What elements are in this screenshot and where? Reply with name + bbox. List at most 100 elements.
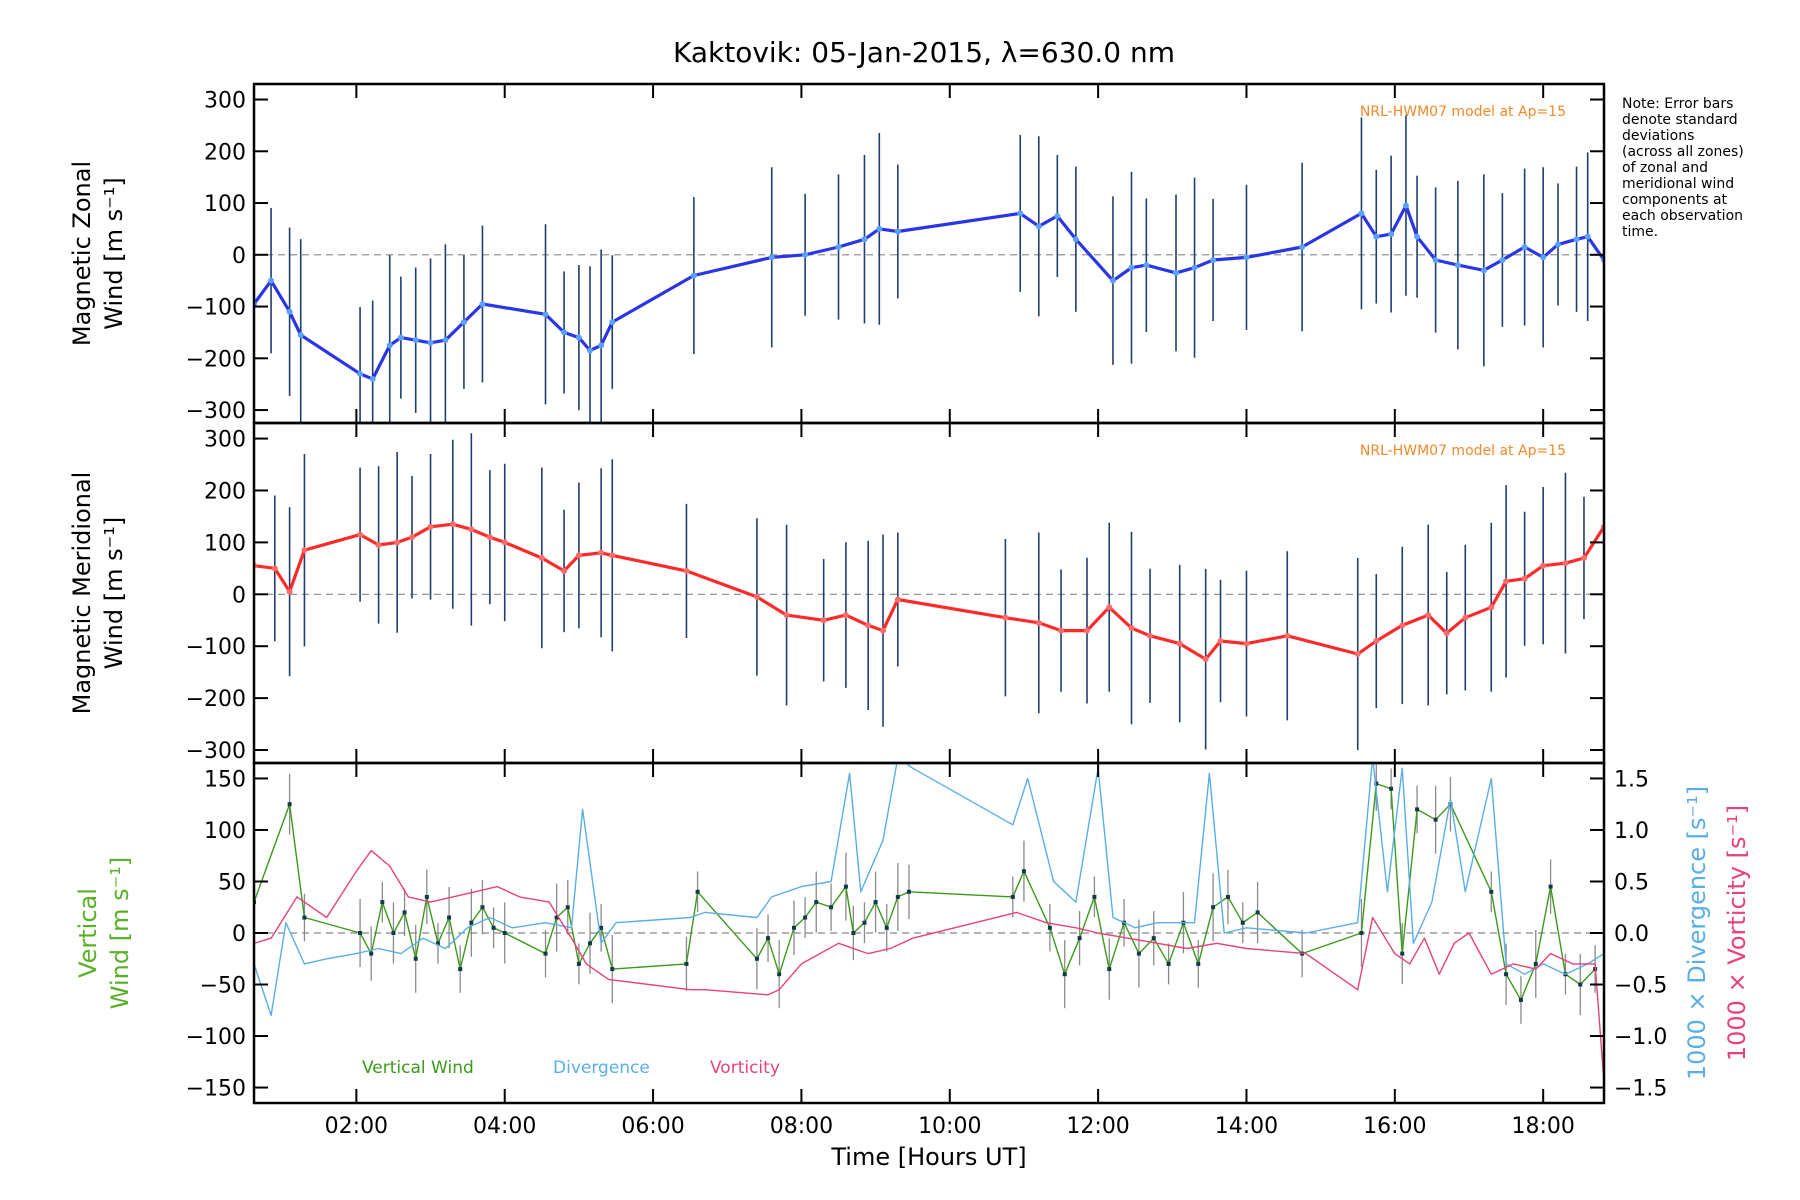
data-point [753, 593, 760, 600]
series-group [254, 115, 1604, 423]
data-point [1243, 640, 1250, 647]
y-tick-label: −300 [186, 739, 246, 764]
data-point [803, 915, 808, 920]
x-tick-label: 18:00 [1511, 1114, 1574, 1139]
data-point [1210, 256, 1217, 263]
data-point [427, 339, 434, 346]
data-point [1499, 256, 1506, 263]
data-point [1548, 884, 1553, 889]
data-point [843, 884, 848, 889]
data-point [502, 931, 507, 935]
data-point [1106, 604, 1113, 611]
data-point [1374, 781, 1379, 786]
data-point [588, 941, 593, 946]
data-point [297, 332, 304, 339]
chart-title: Kaktovik: 05-Jan-2015, λ=630.0 nm [673, 36, 1175, 69]
note-line: each observation [1622, 208, 1744, 224]
data-point [268, 277, 275, 284]
data-point [1035, 223, 1042, 230]
data-point [1173, 269, 1180, 276]
data-point [1415, 807, 1420, 812]
y-tick-label: −200 [186, 687, 246, 712]
data-point [1573, 236, 1580, 243]
data-point [391, 931, 396, 935]
data-point [1035, 619, 1042, 626]
data-point [357, 370, 364, 377]
data-point [895, 894, 900, 899]
x-tick-label: 10:00 [918, 1114, 981, 1139]
data-point [894, 596, 901, 603]
data-point [1058, 627, 1065, 634]
data-point [1017, 210, 1024, 217]
data-point [1077, 936, 1082, 941]
data-point [460, 319, 467, 326]
data-point [783, 612, 790, 619]
data-point [286, 588, 293, 595]
data-point [1062, 972, 1067, 977]
y-tick-label: 100 [204, 531, 246, 556]
data-point [1521, 575, 1528, 582]
data-point [1414, 233, 1421, 240]
data-point [1448, 802, 1453, 807]
y2-tick-label: −1.0 [1614, 1025, 1667, 1050]
y2-tick-label: 0.5 [1614, 870, 1649, 895]
data-point [754, 956, 759, 961]
data-point [1555, 241, 1562, 248]
legend-item: Vorticity [710, 1058, 780, 1078]
data-point [1166, 961, 1171, 966]
y-axis-label-line: Magnetic Zonal [68, 161, 96, 346]
data-point [1225, 894, 1230, 899]
data-point [876, 225, 883, 232]
y-tick-label: 300 [204, 89, 246, 114]
data-point [1503, 578, 1510, 585]
y-tick-label: 50 [218, 870, 246, 895]
data-point [1443, 630, 1450, 637]
data-point [598, 549, 605, 556]
data-point [1243, 254, 1250, 261]
data-point [906, 889, 911, 894]
data-point [873, 900, 878, 905]
vertical-wind-line [254, 782, 1596, 1001]
data-point [777, 972, 782, 977]
y-tick-label: 300 [204, 428, 246, 453]
vertical-panel: −150 −100 −50 0 50 100 150 −1.5 −1.0 −0.5 0.0 0.5 1.… [74, 761, 1751, 1171]
y-axis-label-line: Magnetic Meridional [68, 472, 96, 715]
y-tick-label: −100 [186, 296, 246, 321]
model-label: NRL-HWM07 model at Ap=15 [1360, 104, 1566, 120]
y-tick-label: 100 [204, 819, 246, 844]
y-tick-label: −300 [186, 399, 246, 424]
x-tick-label: 06:00 [621, 1114, 684, 1139]
data-point [397, 334, 404, 341]
y-tick-label: −50 [200, 974, 246, 999]
data-point [610, 967, 615, 972]
data-point [1072, 236, 1079, 243]
note-line: time. [1622, 224, 1659, 240]
data-point [1109, 277, 1116, 284]
data-point [1151, 936, 1156, 941]
data-point [538, 554, 545, 561]
data-point [287, 802, 292, 807]
data-point [587, 347, 594, 354]
data-point [1359, 931, 1364, 935]
data-point [1432, 256, 1439, 263]
data-point [598, 342, 605, 349]
data-point [1489, 889, 1494, 894]
data-point [1454, 262, 1461, 269]
note-line: denote standard [1622, 112, 1738, 128]
data-point [1462, 614, 1469, 621]
data-point [402, 910, 407, 915]
data-point [543, 951, 548, 956]
data-point [1358, 210, 1365, 217]
data-point [575, 552, 582, 559]
data-point [599, 925, 604, 930]
data-point [1202, 656, 1209, 663]
data-point [561, 567, 568, 574]
data-point [271, 565, 278, 572]
data-point [851, 931, 856, 935]
x-tick-label: 08:00 [770, 1114, 833, 1139]
data-point [768, 254, 775, 261]
x-tick-label: 02:00 [325, 1114, 388, 1139]
data-point [1047, 925, 1052, 930]
data-point [1518, 997, 1523, 1002]
data-point [1584, 233, 1591, 240]
